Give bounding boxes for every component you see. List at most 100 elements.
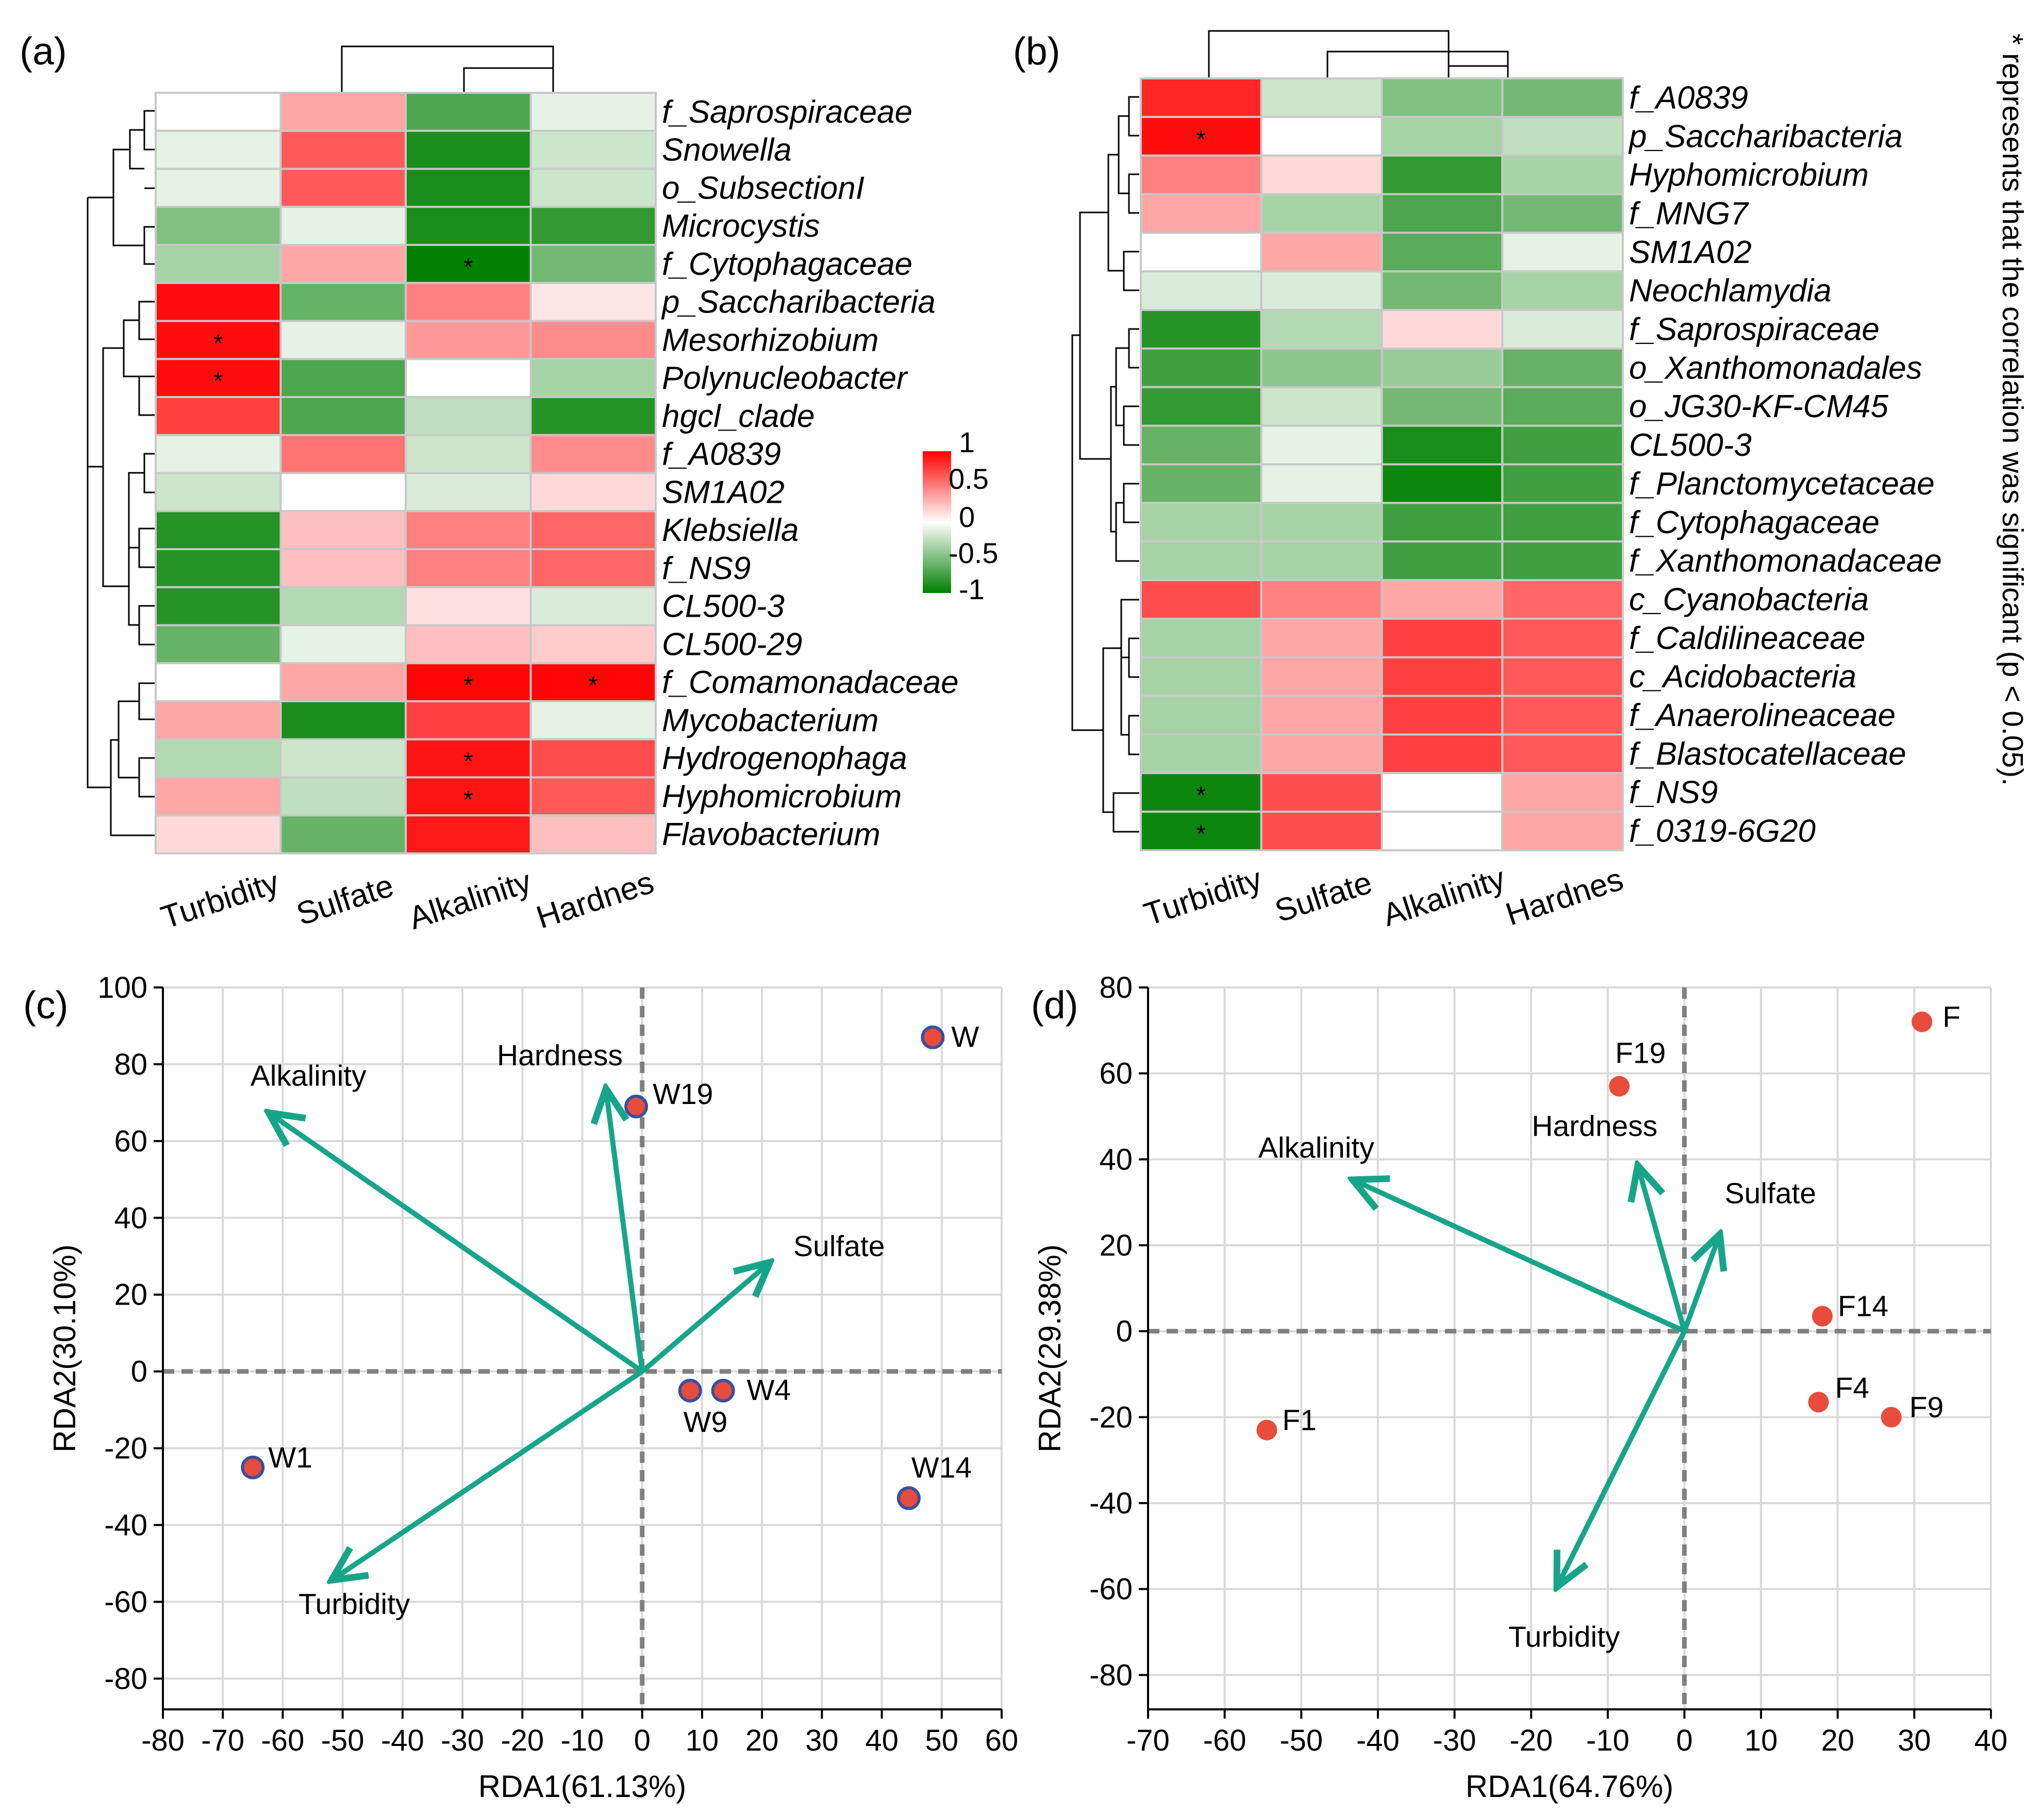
heatmap-a-cell-3-2 [405, 206, 532, 246]
rda-d-arrow-alkalinity [1355, 1181, 1686, 1334]
heatmap-b-cell-8-0 [1140, 386, 1262, 427]
heatmap-b-cell-17-2 [1381, 733, 1504, 774]
rda-d-x-axis-title: RDA1(64.76%) [1466, 1769, 1674, 1804]
heatmap-b-cell-7-3 [1501, 347, 1624, 388]
heatmap-b-cell-14-1 [1260, 617, 1383, 658]
heatmap-b-cell-12-1 [1260, 540, 1383, 582]
heatmap-a-cell-1-2 [405, 129, 532, 170]
rda-d-point-f14 [1812, 1306, 1833, 1327]
rda-d-y-tick-label: 0 [1116, 1315, 1133, 1348]
rda-d-point-f9 [1881, 1407, 1902, 1428]
heatmap-b-row-label: o_Xanthomonadales [1629, 350, 1922, 386]
heatmap-a-cell-3-1 [279, 206, 407, 246]
heatmap-b-cell-6-2 [1381, 309, 1504, 350]
heatmap-a-cell-4-0 [155, 244, 282, 284]
heatmap-b-row-label: f_Blastocatellaceae [1629, 736, 1906, 772]
rda-c-point-label: W [951, 1020, 979, 1053]
rda-d-x-tick-label: -70 [1126, 1724, 1170, 1757]
heatmap-b-cell-16-2 [1381, 695, 1504, 736]
heatmap-a-cell-13-1 [279, 586, 407, 627]
heatmap-b-cell-9-0 [1140, 424, 1262, 466]
heatmap-b-cell-4-1 [1260, 232, 1383, 273]
heatmap-a-cell-10-1 [279, 472, 407, 513]
heatmap-a: * * * * * * * f_SaprospiraceaeSnowellao_Subsect… [155, 92, 959, 936]
rda-c-arrow-hardness [606, 1091, 645, 1372]
heatmap-a-cell-13-3 [529, 586, 657, 627]
rda-c-y-tick-label: 60 [114, 1125, 147, 1158]
rda-d-y-axis-title: RDA2(29.38%) [1033, 1244, 1067, 1453]
heatmap-b-row-label: Neochlamydia [1629, 273, 1832, 309]
heatmap-a-cell-0-3 [529, 92, 657, 132]
rda-c-y-tick-label: -40 [104, 1509, 147, 1542]
heatmap-a-cell-14-3 [529, 624, 657, 665]
heatmap-a-cell-11-2 [405, 510, 532, 550]
rda-d-arrow-label: Sulfate [1725, 1177, 1816, 1210]
rda-d-point-f4 [1808, 1392, 1829, 1413]
heatmap-b-cell-10-2 [1381, 463, 1504, 504]
heatmap-a-cell-16-1 [279, 700, 407, 740]
heatmap-b-cell-4-0 [1140, 232, 1262, 273]
heatmap-b-cell-15-3 [1501, 656, 1624, 697]
heatmap-b-column-label: Turbidity [1140, 861, 1266, 932]
rda-c-arrow-turbidity [334, 1369, 644, 1579]
heatmap-b-cell-19-1 [1260, 811, 1383, 852]
heatmap-b-cell-4-2 [1381, 232, 1504, 273]
heatmap-a-significance-star: * [213, 368, 223, 395]
rda-d-x-tick-label: -60 [1203, 1724, 1247, 1757]
heatmap-b-row-label: f_Cytophagaceae [1629, 505, 1880, 540]
heatmap-a-cell-5-2 [405, 282, 532, 322]
heatmap-a-cell-18-1 [279, 776, 407, 817]
heatmap-a-row-label: CL500-3 [662, 589, 785, 624]
heatmap-a-cell-9-1 [279, 434, 407, 474]
heatmap-b-cell-18-0 [1140, 772, 1262, 813]
heatmap-a-cell-6-1 [279, 320, 407, 360]
rda-c-point-w1 [241, 1455, 265, 1479]
heatmap-a-cell-8-2 [405, 396, 532, 436]
heatmap-b-cell-12-0 [1140, 540, 1262, 582]
rda-c-y-tick-label: 40 [114, 1201, 147, 1235]
heatmap-a-cell-11-0 [155, 510, 282, 550]
rda-c-x-tick-label: -40 [381, 1724, 424, 1757]
heatmap-a-cell-9-3 [529, 434, 657, 474]
heatmap-a-row-label: Microcystis [662, 208, 820, 244]
heatmap-b-cell-5-2 [1381, 270, 1504, 311]
heatmap-a-cell-7-3 [529, 358, 657, 398]
rda-d-x-tick-label: -30 [1433, 1724, 1476, 1757]
heatmap-b-cell-5-3 [1501, 270, 1624, 311]
rda-d-x-tick-label: -50 [1279, 1724, 1323, 1757]
heatmap-a-cell-2-3 [529, 168, 657, 208]
rda-c-point-w [921, 1025, 945, 1049]
rda-d-point-f [1912, 1011, 1933, 1032]
heatmap-b-row-label: CL500-3 [1629, 427, 1752, 463]
dendrogram-a-columns [341, 45, 554, 93]
heatmap-a-row-label: Mesorhizobium [662, 322, 878, 358]
dendrogram-b-columns [1208, 30, 1509, 83]
heatmap-b-frame [1140, 77, 1624, 851]
heatmap-a-cell-9-0 [155, 434, 282, 474]
rda-d-point-label: F4 [1835, 1372, 1870, 1405]
rda-d-y-tick-label: -60 [1089, 1573, 1133, 1606]
heatmap-b-cell-0-2 [1381, 77, 1504, 118]
rda-d-point-label: F19 [1615, 1037, 1666, 1070]
rda-c-arrow-label: Hardness [497, 1039, 623, 1072]
heatmap-a-cell-6-2 [405, 320, 532, 360]
heatmap-a-row-label: Mycobacterium [662, 703, 878, 738]
rda-c-point-label: W1 [268, 1441, 312, 1474]
heatmap-b-row-label: p_Saccharibacteria [1628, 119, 1903, 154]
rda-c-x-axis-title: RDA1(61.13%) [478, 1769, 687, 1804]
rda-d-x-tick-label: 10 [1744, 1724, 1778, 1757]
rda-d-point-label: F9 [1909, 1391, 1944, 1424]
rda-d-arrow-label: Turbidity [1508, 1620, 1620, 1653]
heatmap-b-row-label: f_MNG7 [1629, 196, 1749, 232]
heatmap-b-row-label: c_Acidobacteria [1629, 659, 1856, 695]
dendrogram-b-rows [1071, 96, 1139, 833]
rda-d-x-tick-label: -40 [1356, 1724, 1400, 1757]
rda-c-arrow-label: Alkalinity [251, 1060, 367, 1093]
heatmap-b-cell-13-3 [1501, 579, 1624, 620]
heatmap-b-cell-8-2 [1381, 386, 1504, 427]
heatmap-a-significance-star: * [463, 254, 473, 281]
heatmap-a-cell-0-2 [405, 92, 532, 132]
heatmap-b-cell-15-0 [1140, 656, 1262, 697]
heatmap-a-cell-18-3 [529, 776, 657, 817]
